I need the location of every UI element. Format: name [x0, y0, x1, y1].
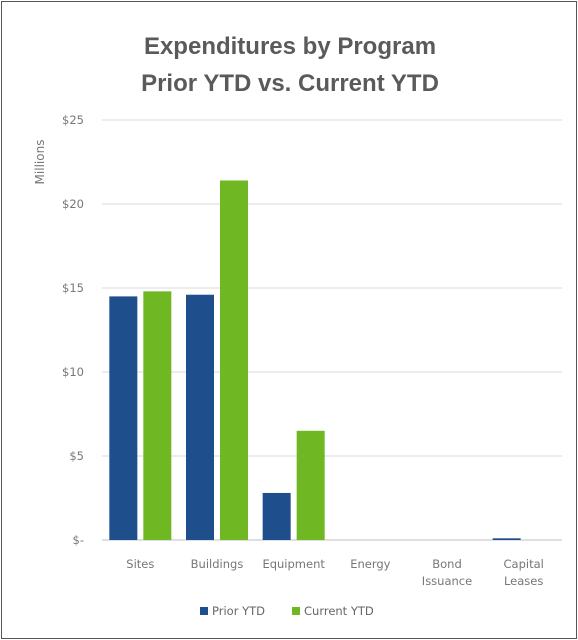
legend-label-0: Prior YTD	[212, 604, 265, 618]
bar-0-2	[262, 492, 291, 540]
y-axis-ticks: $- $5 $10 $15 $20 $25	[62, 113, 84, 547]
chart-title: Expenditures by Program Prior YTD vs. Cur…	[141, 33, 439, 97]
legend-swatch-0	[200, 607, 208, 615]
x-category-label: Bond	[432, 557, 462, 571]
y-tick-label: $-	[73, 533, 84, 547]
gridlines	[102, 119, 562, 541]
y-tick-label: $20	[62, 197, 84, 211]
y-tick-label: $5	[69, 449, 84, 463]
chart-title-line: Prior YTD vs. Current YTD	[141, 70, 439, 97]
legend-swatch-1	[292, 607, 300, 615]
legend-label-1: Current YTD	[304, 604, 374, 618]
bar-1-1	[220, 180, 248, 541]
x-category-label: Capital	[504, 557, 544, 571]
x-category-label: Leases	[504, 574, 543, 588]
x-category-label: Issuance	[422, 574, 472, 588]
x-category-label: Sites	[126, 557, 154, 571]
x-axis-categories: Sites Buildings Equipment Energy Bond Issuanc…	[126, 557, 544, 588]
bar-1-2	[296, 430, 325, 540]
chart-title-line: Expenditures by Program	[144, 33, 436, 60]
x-category-label: Buildings	[191, 557, 244, 571]
y-tick-label: $25	[62, 113, 84, 127]
y-axis-label: Millions	[33, 140, 47, 185]
bar-1-0	[143, 291, 172, 540]
y-axis-title: Millions	[33, 140, 47, 185]
y-tick-label: $15	[62, 281, 84, 295]
x-category-label: Equipment	[262, 557, 325, 571]
bar-0-5	[492, 538, 521, 540]
legend: Prior YTD Current YTD	[200, 604, 374, 618]
bar-0-0	[109, 296, 138, 540]
y-tick-label: $10	[62, 365, 84, 379]
x-category-label: Energy	[350, 557, 390, 571]
bar-0-1	[186, 294, 214, 540]
bars	[109, 180, 521, 541]
